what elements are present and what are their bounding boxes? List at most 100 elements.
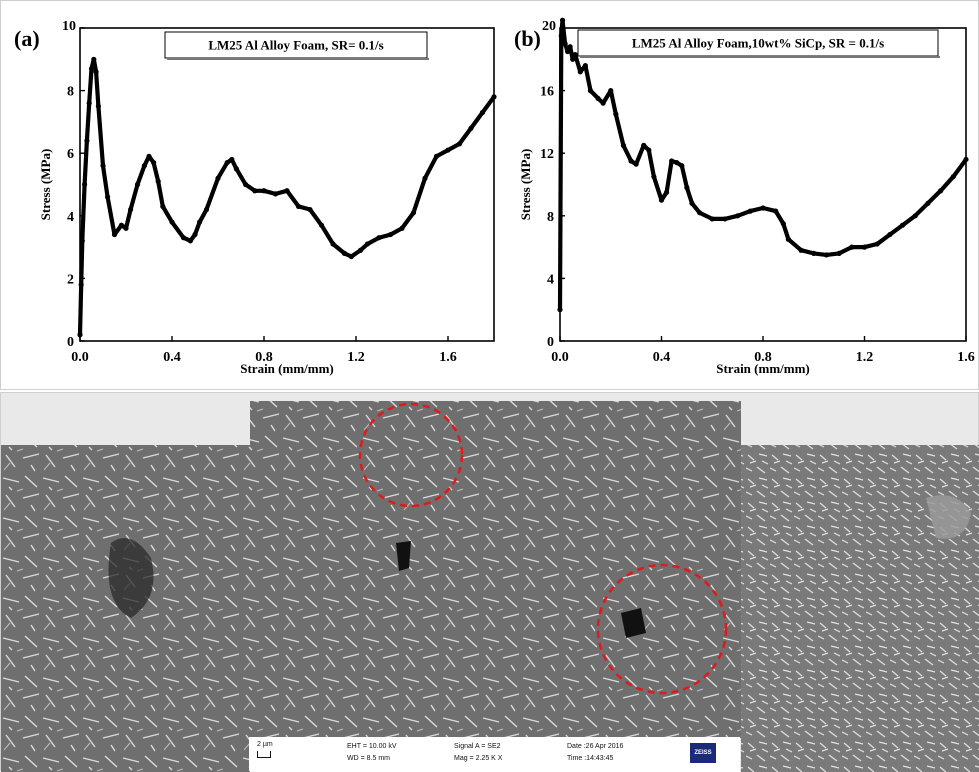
- data-point: [963, 156, 969, 163]
- highlight-circle-top: [358, 402, 464, 508]
- data-point: [557, 307, 563, 313]
- data-point: [587, 88, 594, 94]
- data-point: [669, 158, 675, 164]
- plot-frame: [559, 27, 967, 342]
- data-point: [330, 241, 336, 247]
- data-point: [151, 159, 157, 166]
- y-tick-label: 10: [62, 19, 76, 34]
- data-point: [628, 158, 634, 164]
- data-point: [252, 188, 258, 194]
- data-point: [155, 178, 161, 184]
- data-point: [187, 238, 193, 244]
- data-point: [224, 159, 230, 166]
- y-tick-label: 16: [540, 85, 554, 100]
- data-point: [479, 109, 486, 116]
- data-point: [887, 231, 893, 238]
- title-box-shadow: [580, 56, 940, 58]
- data-point: [422, 175, 428, 181]
- data-point: [180, 235, 187, 241]
- data-point: [456, 141, 463, 147]
- data-point: [123, 225, 129, 231]
- data-point: [192, 231, 198, 238]
- y-tick-label: 0: [67, 335, 74, 350]
- data-point: [141, 163, 147, 169]
- data-point: [445, 147, 451, 153]
- zeiss-logo: ZEISS: [690, 743, 716, 763]
- data-point: [243, 181, 249, 188]
- x-tick-label: 0.8: [255, 350, 273, 365]
- data-point: [658, 197, 665, 203]
- eht-value: EHT = 10.00 kV: [347, 743, 397, 750]
- data-point: [284, 188, 290, 194]
- y-tick-label: 0: [547, 335, 554, 350]
- sem-micrograph-image: [1, 401, 979, 772]
- data-point: [760, 205, 766, 211]
- data-point: [318, 222, 325, 228]
- data-point: [118, 222, 124, 228]
- date-value: Date :26 Apr 2016: [567, 743, 624, 750]
- data-point: [93, 69, 99, 75]
- data-point: [684, 185, 690, 191]
- data-point: [233, 166, 239, 172]
- data-point: [197, 219, 203, 225]
- x-tick-label: 0.4: [653, 350, 671, 365]
- data-point: [364, 241, 371, 247]
- data-point: [722, 216, 728, 222]
- panel-label: (b): [514, 26, 541, 51]
- data-point: [272, 191, 279, 197]
- data-point: [899, 222, 906, 228]
- data-point: [849, 244, 855, 250]
- data-point: [261, 188, 267, 194]
- data-point: [558, 33, 564, 39]
- data-point: [565, 48, 571, 55]
- data-point: [77, 332, 83, 338]
- data-point: [613, 111, 619, 117]
- sem-micrograph-panel: [0, 392, 979, 772]
- data-point: [229, 156, 235, 163]
- stress-strain-panel: [0, 0, 979, 390]
- data-point: [608, 88, 614, 94]
- data-point: [780, 221, 786, 227]
- data-point: [86, 100, 92, 106]
- data-point: [387, 231, 394, 238]
- data-point: [572, 52, 578, 58]
- data-point: [160, 203, 166, 210]
- data-point: [95, 103, 101, 109]
- data-point: [295, 203, 302, 210]
- data-point: [307, 206, 313, 213]
- data-point: [798, 247, 804, 253]
- data-point: [84, 138, 90, 144]
- data-point: [912, 213, 918, 219]
- data-point: [410, 210, 417, 216]
- y-axis-label: Stress (MPa): [38, 149, 53, 221]
- data-point: [562, 41, 568, 47]
- data-point: [348, 253, 354, 260]
- data-point: [709, 216, 715, 222]
- signal-value: Signal A = SE2: [454, 743, 501, 750]
- data-point: [203, 206, 210, 213]
- y-tick-label: 8: [67, 85, 74, 100]
- data-point: [491, 94, 497, 100]
- data-point: [88, 66, 95, 72]
- data-point: [641, 142, 647, 148]
- data-point: [679, 163, 685, 169]
- data-point: [620, 142, 627, 148]
- data-point: [595, 95, 601, 102]
- highlight-circle-bottom: [596, 563, 728, 695]
- data-point: [341, 250, 348, 256]
- data-point: [689, 200, 695, 206]
- data-point: [773, 208, 779, 214]
- scale-bar-label: 2 µm: [257, 741, 273, 748]
- time-value: Time :14:43:45: [567, 755, 614, 762]
- x-tick-label: 0.0: [551, 350, 569, 365]
- data-point: [785, 236, 791, 242]
- y-tick-label: 8: [547, 210, 554, 225]
- series-line: [77, 57, 497, 337]
- data-point: [78, 282, 84, 288]
- chart-a: LM25 Al Alloy Foam, SR= 0.1/s (a) 0.0 0.4 0.…: [14, 19, 497, 376]
- data-point: [811, 250, 817, 256]
- data-point: [570, 56, 576, 62]
- data-point: [100, 163, 106, 169]
- data-point: [358, 247, 364, 253]
- data-point: [651, 174, 657, 180]
